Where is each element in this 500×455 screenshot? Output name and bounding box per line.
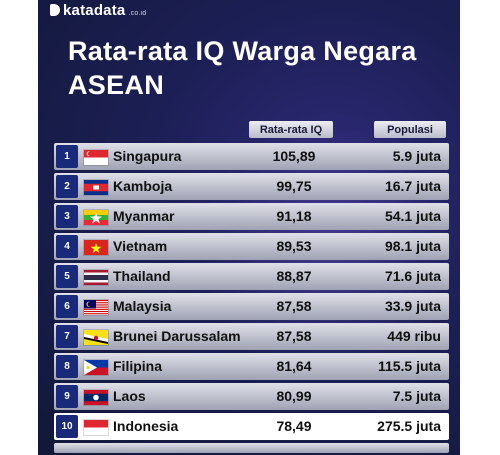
column-header-iq: Rata-rata IQ	[249, 121, 333, 138]
population-value: 71.6 juta	[384, 268, 441, 284]
brand-logo: katadata .co.id	[50, 2, 146, 19]
malaysia-flag-icon	[83, 299, 109, 316]
rank-badge: 5	[56, 265, 78, 288]
iq-value: 91,18	[276, 208, 312, 224]
iq-value: 105,89	[272, 148, 316, 164]
katadata-logo-icon	[50, 4, 60, 16]
table-row: 5 Thailand 88,87 71.6 juta	[54, 263, 449, 290]
table-row: 8 Filipina 81,64 115.5 juta	[54, 353, 449, 380]
infographic-frame: katadata .co.id Rata-rata IQ Warga Negar…	[38, 0, 460, 455]
myanmar-flag-icon	[83, 209, 109, 226]
iq-value: 99,75	[276, 178, 312, 194]
table-row: 9 Laos 80,99 7.5 juta	[54, 383, 449, 410]
thailand-flag-icon	[83, 269, 109, 286]
brunei-flag-icon	[83, 329, 109, 346]
table-row: 4 Vietnam 89,53 98.1 juta	[54, 233, 449, 260]
table-row: 2 Kamboja 99,75 16.7 juta	[54, 173, 449, 200]
population-value: 449 ribu	[387, 328, 441, 344]
table-row: 3 Myanmar 91,18 54.1 juta	[54, 203, 449, 230]
iq-value: 81,64	[276, 358, 312, 374]
population-value: 33.9 juta	[384, 298, 441, 314]
country-name: Laos	[113, 388, 146, 404]
iq-value: 89,53	[276, 238, 312, 254]
rank-badge: 7	[56, 325, 78, 348]
population-value: 275.5 juta	[377, 418, 441, 434]
table-row: 1 Singapura 105,89 5.9 juta	[54, 143, 449, 170]
country-name: Indonesia	[113, 418, 179, 434]
vietnam-flag-icon	[83, 239, 109, 256]
table-row: 10 Indonesia 78,49 275.5 juta	[54, 413, 449, 440]
country-name: Thailand	[113, 268, 171, 284]
rank-badge: 3	[56, 205, 78, 228]
country-name: Singapura	[113, 148, 182, 164]
country-name: Kamboja	[113, 178, 173, 194]
rank-badge: 4	[56, 235, 78, 258]
population-value: 16.7 juta	[384, 178, 441, 194]
page-title: Rata-rata IQ Warga Negara ASEAN	[68, 36, 417, 100]
philippines-flag-icon	[83, 359, 109, 376]
population-value: 5.9 juta	[392, 148, 441, 164]
rank-badge: 1	[56, 145, 78, 168]
iq-value: 80,99	[276, 388, 312, 404]
indonesia-flag-icon	[83, 419, 109, 436]
cambodia-flag-icon	[83, 179, 109, 196]
rank-badge: 2	[56, 175, 78, 198]
rank-badge: 9	[56, 385, 78, 408]
brand-suffix: .co.id	[128, 10, 147, 17]
country-name: Filipina	[113, 358, 162, 374]
singapore-flag-icon	[83, 149, 109, 166]
country-name: Myanmar	[113, 208, 175, 224]
iq-value: 87,58	[276, 328, 312, 344]
column-header-population: Populasi	[374, 121, 446, 138]
table-row-cutoff	[54, 443, 449, 453]
iq-value: 78,49	[276, 418, 312, 434]
rank-badge: 10	[56, 415, 78, 438]
rank-badge: 6	[56, 295, 78, 318]
rank-badge: 8	[56, 355, 78, 378]
iq-value: 88,87	[276, 268, 312, 284]
iq-value: 87,58	[276, 298, 312, 314]
population-value: 7.5 juta	[392, 388, 441, 404]
population-value: 54.1 juta	[384, 208, 441, 224]
population-value: 98.1 juta	[384, 238, 441, 254]
population-value: 115.5 juta	[377, 358, 441, 374]
table-row: 6 Malaysia 87,58 33.9 juta	[54, 293, 449, 320]
laos-flag-icon	[83, 389, 109, 406]
brand-name: katadata	[63, 2, 126, 19]
country-name: Malaysia	[113, 298, 172, 314]
country-name: Vietnam	[113, 238, 168, 254]
country-name: Brunei Darussalam	[113, 328, 241, 344]
table-row: 7 Brunei Darussalam 87,58 449 ribu	[54, 323, 449, 350]
ranking-table: 1 Singapura 105,89 5.9 juta 2 Kamboja 99,75 16.…	[54, 143, 449, 453]
